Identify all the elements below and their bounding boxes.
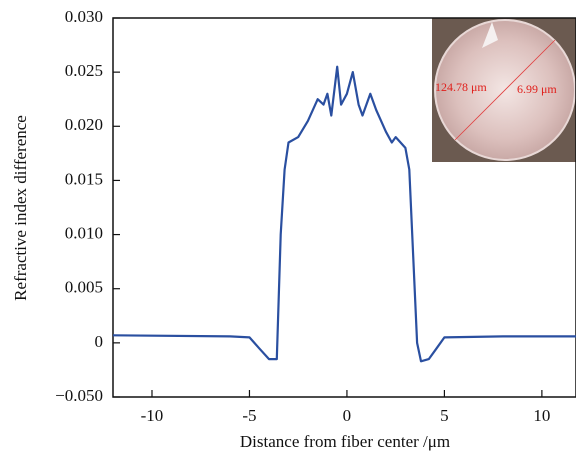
- x-tick-label: 0: [343, 406, 352, 425]
- y-tick-label: −0.050: [55, 386, 103, 405]
- x-tick-label: -5: [242, 406, 256, 425]
- x-axis-label: Distance from fiber center /μm: [240, 432, 450, 451]
- x-tick-label: -10: [141, 406, 164, 425]
- y-tick-label: 0.025: [65, 61, 103, 80]
- inset-photo: 124.78 μm 6.99 μm: [432, 18, 576, 162]
- inset-label: 6.99 μm: [517, 82, 557, 96]
- y-tick-label: 0.010: [65, 223, 103, 242]
- y-tick-label: 0.030: [65, 7, 103, 26]
- y-tick-label: 0.005: [65, 278, 103, 297]
- y-tick-label: 0: [95, 332, 104, 351]
- y-axis-label: Refractive index difference: [11, 115, 30, 301]
- y-tick-label: 0.020: [65, 115, 103, 134]
- x-tick-label: 5: [440, 406, 449, 425]
- plot-frame: [112, 17, 576, 398]
- inset-label: 124.78 μm: [435, 80, 487, 94]
- x-tick-label: 10: [533, 406, 550, 425]
- y-tick-label: 0.015: [65, 169, 103, 188]
- data-line: [112, 65, 576, 363]
